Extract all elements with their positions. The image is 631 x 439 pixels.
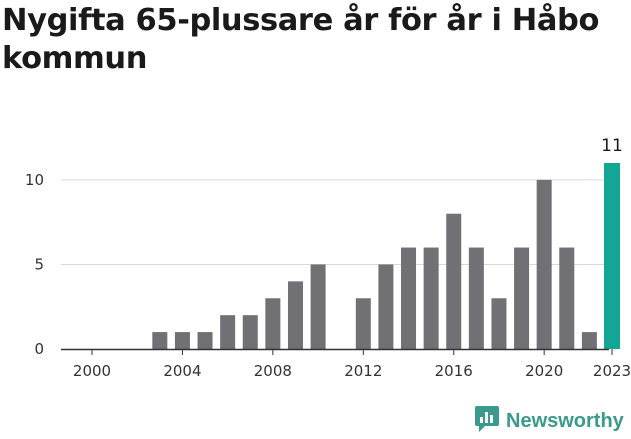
bar-2016 — [446, 213, 462, 349]
bar-2023 — [604, 163, 620, 349]
y-tick-labels: 0 5 10 — [25, 171, 44, 358]
chart-title: Nygifta 65-plussare år för år i Håbo kom… — [2, 3, 600, 76]
bar-2010 — [310, 264, 326, 349]
bar-2006 — [220, 315, 236, 349]
bar-2019 — [514, 247, 530, 349]
bar-2021 — [559, 247, 575, 349]
bar-2014 — [401, 247, 417, 349]
bar-2007 — [242, 315, 258, 349]
bar-2008 — [265, 298, 281, 349]
data-label-2023: 11 — [601, 136, 623, 156]
x-tick-label: 2004 — [163, 362, 201, 380]
x-tick-label: 2023 — [593, 362, 631, 380]
brand-name: Newsworthy — [506, 409, 624, 432]
x-tick-label: 2012 — [344, 362, 382, 380]
newsworthy-brand: Newsworthy — [474, 406, 624, 436]
x-tick-labels: 2000 2004 2008 2012 2016 2020 2023 — [73, 349, 631, 380]
bars — [152, 163, 620, 349]
bar-2020 — [536, 179, 552, 349]
y-tick-label: 5 — [34, 255, 44, 273]
bar-2012 — [355, 298, 371, 349]
newsworthy-logo-icon — [474, 405, 500, 437]
x-tick-label: 2020 — [525, 362, 563, 380]
y-tick-label: 10 — [25, 171, 44, 189]
bar-2017 — [468, 247, 484, 349]
data-labels: 11 — [601, 136, 623, 156]
bar-2003 — [152, 332, 168, 349]
x-tick-label: 2000 — [73, 362, 111, 380]
bar-2004 — [174, 332, 190, 349]
bar-2018 — [491, 298, 507, 349]
bar-2015 — [423, 247, 439, 349]
bar-2022 — [581, 332, 597, 349]
bar-2005 — [197, 332, 213, 349]
bar-2009 — [287, 281, 303, 349]
x-tick-label: 2008 — [254, 362, 292, 380]
bar-2013 — [378, 264, 394, 349]
y-tick-label: 0 — [34, 340, 44, 358]
x-tick-label: 2016 — [435, 362, 473, 380]
